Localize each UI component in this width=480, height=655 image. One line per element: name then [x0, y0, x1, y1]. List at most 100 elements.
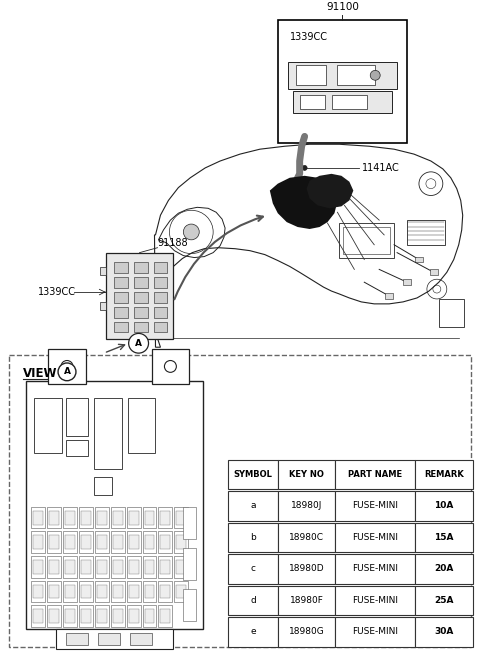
Text: d: d: [250, 596, 256, 605]
Bar: [293, 91, 392, 113]
Bar: [174, 556, 188, 578]
Bar: [129, 560, 139, 574]
Text: A: A: [63, 367, 71, 377]
Bar: [31, 531, 45, 553]
Bar: [127, 605, 141, 627]
Bar: [47, 581, 61, 603]
Bar: [154, 307, 168, 318]
Bar: [278, 20, 407, 143]
Text: 18980J: 18980J: [291, 501, 322, 510]
Bar: [49, 535, 59, 549]
Bar: [95, 605, 109, 627]
Text: 18980G: 18980G: [289, 627, 324, 637]
Bar: [430, 269, 438, 275]
Bar: [65, 535, 75, 549]
Text: KEY NO: KEY NO: [289, 470, 324, 479]
Bar: [144, 585, 155, 599]
Bar: [278, 460, 336, 489]
Bar: [407, 220, 445, 245]
Bar: [158, 581, 172, 603]
Text: VIEW: VIEW: [23, 367, 58, 380]
Bar: [158, 507, 172, 529]
Bar: [176, 560, 186, 574]
Bar: [95, 531, 109, 553]
Text: 20A: 20A: [434, 565, 454, 573]
Bar: [176, 511, 186, 525]
Bar: [65, 511, 75, 525]
Bar: [336, 617, 415, 646]
Circle shape: [58, 363, 76, 381]
Bar: [415, 491, 473, 521]
Bar: [94, 477, 112, 495]
Bar: [79, 605, 93, 627]
Bar: [143, 581, 156, 603]
Bar: [343, 227, 390, 253]
Text: 91188: 91188: [157, 238, 188, 248]
Bar: [300, 95, 324, 109]
Bar: [34, 398, 62, 453]
Bar: [176, 535, 186, 549]
Bar: [81, 560, 91, 574]
Bar: [49, 511, 59, 525]
Bar: [152, 349, 189, 384]
Text: FUSE-MINI: FUSE-MINI: [352, 565, 398, 573]
Bar: [47, 507, 61, 529]
Bar: [154, 277, 168, 288]
Bar: [415, 586, 473, 615]
Bar: [26, 381, 203, 629]
Text: FUSE-MINI: FUSE-MINI: [352, 533, 398, 542]
Bar: [144, 609, 155, 623]
Bar: [144, 511, 155, 525]
Bar: [97, 560, 107, 574]
Bar: [403, 279, 411, 285]
Bar: [114, 292, 128, 303]
Bar: [160, 609, 170, 623]
Bar: [97, 535, 107, 549]
Bar: [228, 586, 278, 615]
Bar: [31, 605, 45, 627]
Text: a: a: [250, 501, 256, 510]
Bar: [31, 507, 45, 529]
Bar: [79, 531, 93, 553]
Bar: [158, 531, 172, 553]
Text: PART NAME: PART NAME: [348, 470, 402, 479]
Bar: [47, 531, 61, 553]
Text: 30A: 30A: [434, 627, 454, 637]
Bar: [228, 460, 278, 489]
Circle shape: [165, 360, 176, 372]
Text: REMARK: REMARK: [424, 470, 464, 479]
Text: 1339CC: 1339CC: [38, 287, 76, 297]
Text: 1339CC: 1339CC: [290, 32, 328, 42]
Bar: [228, 523, 278, 552]
Bar: [278, 523, 336, 552]
Bar: [114, 307, 128, 318]
Bar: [288, 62, 397, 89]
Bar: [113, 609, 123, 623]
Polygon shape: [307, 174, 353, 208]
Bar: [98, 633, 120, 645]
Bar: [415, 460, 473, 489]
Bar: [65, 609, 75, 623]
Bar: [144, 560, 155, 574]
Bar: [143, 507, 156, 529]
Bar: [415, 554, 473, 584]
Bar: [336, 586, 415, 615]
Bar: [278, 554, 336, 584]
Bar: [133, 263, 147, 273]
Bar: [154, 322, 168, 333]
Circle shape: [302, 166, 307, 170]
Text: 18980C: 18980C: [289, 533, 324, 542]
Text: 25A: 25A: [434, 596, 454, 605]
Bar: [94, 398, 122, 470]
Bar: [415, 523, 473, 552]
Bar: [439, 299, 464, 327]
Bar: [333, 95, 367, 109]
Bar: [143, 605, 156, 627]
Bar: [133, 277, 147, 288]
Bar: [113, 585, 123, 599]
Bar: [228, 554, 278, 584]
Bar: [63, 605, 77, 627]
Text: 91100: 91100: [326, 2, 359, 12]
Bar: [48, 349, 86, 384]
Bar: [160, 585, 170, 599]
